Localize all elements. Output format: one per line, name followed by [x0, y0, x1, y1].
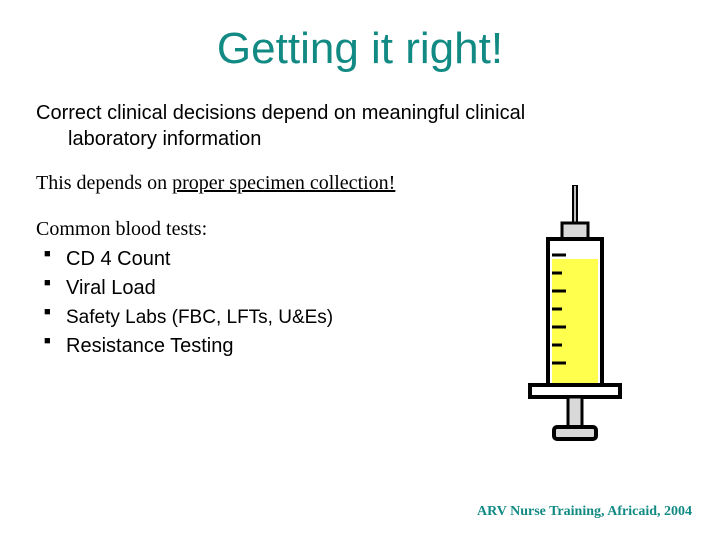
para2-underline: proper specimen collection!	[172, 172, 395, 194]
test-safety-labs: Safety Labs (FBC, LFTs, U&Es)	[66, 307, 333, 328]
test-resistance: Resistance Testing	[66, 335, 234, 357]
syringe-icon	[500, 185, 650, 445]
footer-credit: ARV Nurse Training, Africaid, 2004	[477, 504, 692, 520]
paragraph-decisions: Correct clinical decisions depend on mea…	[36, 100, 684, 152]
para2-pre: This depends on	[36, 172, 172, 194]
para1-line2: laboratory information	[36, 126, 684, 152]
test-cd4: CD 4 Count	[66, 248, 171, 270]
para1-line1: Correct clinical decisions depend on mea…	[36, 102, 525, 124]
test-viral-load: Viral Load	[66, 277, 156, 299]
slide: Getting it right! Correct clinical decis…	[0, 0, 720, 540]
slide-title: Getting it right!	[36, 24, 684, 74]
